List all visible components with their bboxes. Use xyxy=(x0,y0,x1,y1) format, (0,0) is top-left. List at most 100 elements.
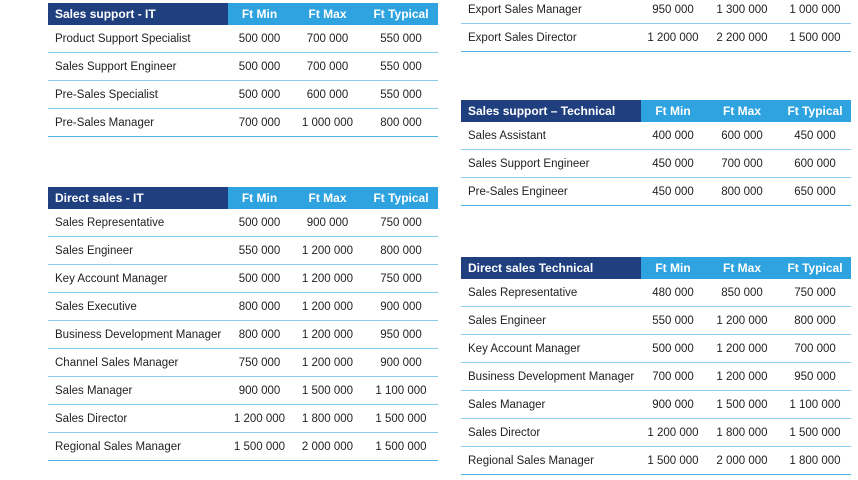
table-row: Key Account Manager 500 000 1 200 000 750 0… xyxy=(48,264,438,293)
table-row: Sales Manager 900 000 1 500 000 1 100 000 xyxy=(461,390,851,419)
typical-salary-cell: 550 000 xyxy=(364,52,438,81)
max-salary-cell: 1 800 000 xyxy=(705,418,779,447)
role-cell: Sales Support Engineer xyxy=(461,149,641,178)
column-header-typical: Ft Typical xyxy=(364,187,438,209)
max-salary-cell: 900 000 xyxy=(291,209,364,237)
max-salary-cell: 2 000 000 xyxy=(705,446,779,475)
max-salary-cell: 850 000 xyxy=(705,279,779,307)
typical-salary-cell: 1 000 000 xyxy=(779,0,851,24)
typical-salary-cell: 800 000 xyxy=(364,236,438,265)
min-salary-cell: 800 000 xyxy=(228,320,291,349)
role-cell: Regional Sales Manager xyxy=(48,432,228,461)
column-header-max: Ft Max xyxy=(705,100,779,122)
max-salary-cell: 1 200 000 xyxy=(291,264,364,293)
min-salary-cell: 1 200 000 xyxy=(641,418,705,447)
role-cell: Sales Assistant xyxy=(461,122,641,150)
role-cell: Sales Representative xyxy=(461,279,641,307)
table-row: Channel Sales Manager 750 000 1 200 000 900… xyxy=(48,348,438,377)
role-cell: Pre-Sales Specialist xyxy=(48,80,228,109)
column-header-typical: Ft Typical xyxy=(779,257,851,279)
min-salary-cell: 900 000 xyxy=(228,376,291,405)
min-salary-cell: 500 000 xyxy=(228,80,291,109)
table-header: Sales support – Technical Ft Min Ft Max … xyxy=(461,100,851,122)
column-header-typical: Ft Typical xyxy=(779,100,851,122)
table-row: Sales Engineer 550 000 1 200 000 800 000 xyxy=(461,306,851,335)
table-row: Export Sales Manager 950 000 1 300 000 1 00… xyxy=(461,0,851,24)
table-row: Regional Sales Manager 1 500 000 2 000 000… xyxy=(48,432,438,461)
typical-salary-cell: 1 100 000 xyxy=(364,376,438,405)
table-title: Sales support - IT xyxy=(48,3,228,25)
table-row: Sales Representative 500 000 900 000 750 00… xyxy=(48,209,438,237)
table-row: Sales Engineer 550 000 1 200 000 800 000 xyxy=(48,236,438,265)
min-salary-cell: 550 000 xyxy=(228,236,291,265)
typical-salary-cell: 1 800 000 xyxy=(779,446,851,475)
min-salary-cell: 1 500 000 xyxy=(641,446,705,475)
min-salary-cell: 800 000 xyxy=(228,292,291,321)
role-cell: Product Support Specialist xyxy=(48,25,228,53)
role-cell: Pre-Sales Manager xyxy=(48,108,228,137)
typical-salary-cell: 550 000 xyxy=(364,25,438,53)
typical-salary-cell: 650 000 xyxy=(779,177,851,206)
min-salary-cell: 1 200 000 xyxy=(641,23,705,52)
max-salary-cell: 1 300 000 xyxy=(705,0,779,24)
role-cell: Channel Sales Manager xyxy=(48,348,228,377)
column-header-min: Ft Min xyxy=(228,3,291,25)
typical-salary-cell: 800 000 xyxy=(779,306,851,335)
max-salary-cell: 700 000 xyxy=(705,149,779,178)
max-salary-cell: 1 000 000 xyxy=(291,108,364,137)
typical-salary-cell: 1 100 000 xyxy=(779,390,851,419)
table-title: Sales support – Technical xyxy=(461,100,641,122)
role-cell: Business Development Manager xyxy=(48,320,228,349)
typical-salary-cell: 950 000 xyxy=(364,320,438,349)
table-row: Business Development Manager 700 000 1 200… xyxy=(461,362,851,391)
min-salary-cell: 700 000 xyxy=(641,362,705,391)
max-salary-cell: 1 500 000 xyxy=(705,390,779,419)
typical-salary-cell: 800 000 xyxy=(364,108,438,137)
role-cell: Sales Director xyxy=(48,404,228,433)
role-cell: Sales Executive xyxy=(48,292,228,321)
min-salary-cell: 750 000 xyxy=(228,348,291,377)
role-cell: Sales Engineer xyxy=(461,306,641,335)
min-salary-cell: 480 000 xyxy=(641,279,705,307)
typical-salary-cell: 950 000 xyxy=(779,362,851,391)
role-cell: Sales Representative xyxy=(48,209,228,237)
column-header-min: Ft Min xyxy=(641,100,705,122)
typical-salary-cell: 1 500 000 xyxy=(779,23,851,52)
column-header-max: Ft Max xyxy=(705,257,779,279)
max-salary-cell: 1 200 000 xyxy=(291,320,364,349)
role-cell: Export Sales Manager xyxy=(461,0,641,24)
max-salary-cell: 1 500 000 xyxy=(291,376,364,405)
table-row: Key Account Manager 500 000 1 200 000 700 0… xyxy=(461,334,851,363)
typical-salary-cell: 550 000 xyxy=(364,80,438,109)
column-header-min: Ft Min xyxy=(641,257,705,279)
table-title: Direct sales - IT xyxy=(48,187,228,209)
table-row: Pre-Sales Specialist 500 000 600 000 550 00… xyxy=(48,80,438,109)
sales-support-technical-table: Sales support – Technical Ft Min Ft Max … xyxy=(461,100,851,206)
table-header: Sales support - IT Ft Min Ft Max Ft Typi… xyxy=(48,3,438,25)
column-header-max: Ft Max xyxy=(291,187,364,209)
max-salary-cell: 2 000 000 xyxy=(291,432,364,461)
direct-sales-it-table: Direct sales - IT Ft Min Ft Max Ft Typic… xyxy=(48,187,438,461)
role-cell: Sales Manager xyxy=(461,390,641,419)
max-salary-cell: 700 000 xyxy=(291,25,364,53)
table-row: Pre-Sales Engineer 450 000 800 000 650 000 xyxy=(461,177,851,206)
export-sales-table: Export Sales Manager 950 000 1 300 000 1 00… xyxy=(461,0,851,52)
role-cell: Business Development Manager xyxy=(461,362,641,391)
max-salary-cell: 1 200 000 xyxy=(291,236,364,265)
table-row: Pre-Sales Manager 700 000 1 000 000 800 000 xyxy=(48,108,438,137)
min-salary-cell: 500 000 xyxy=(228,209,291,237)
min-salary-cell: 500 000 xyxy=(228,52,291,81)
min-salary-cell: 1 200 000 xyxy=(228,404,291,433)
table-row: Sales Assistant 400 000 600 000 450 000 xyxy=(461,122,851,150)
max-salary-cell: 1 200 000 xyxy=(291,348,364,377)
typical-salary-cell: 450 000 xyxy=(779,122,851,150)
table-row: Sales Manager 900 000 1 500 000 1 100 000 xyxy=(48,376,438,405)
min-salary-cell: 900 000 xyxy=(641,390,705,419)
role-cell: Sales Director xyxy=(461,418,641,447)
role-cell: Export Sales Director xyxy=(461,23,641,52)
min-salary-cell: 450 000 xyxy=(641,177,705,206)
max-salary-cell: 2 200 000 xyxy=(705,23,779,52)
typical-salary-cell: 1 500 000 xyxy=(364,432,438,461)
max-salary-cell: 1 200 000 xyxy=(705,306,779,335)
sales-support-it-table: Sales support - IT Ft Min Ft Max Ft Typi… xyxy=(48,3,438,137)
